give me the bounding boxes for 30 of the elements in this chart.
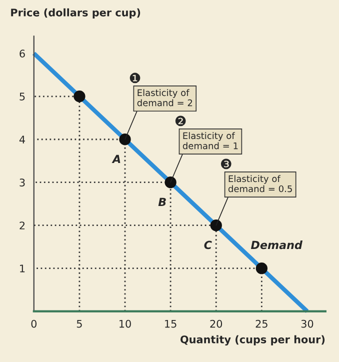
- annotation: A: [112, 154, 120, 164]
- x-tick-label: 15: [165, 320, 176, 328]
- x-tick-label: 5: [76, 320, 82, 328]
- annotation: ❸: [220, 158, 232, 170]
- annotation: Elasticity of demand = 0.5: [228, 175, 292, 192]
- annotation: ❶: [130, 72, 140, 84]
- x-tick-label: 0: [31, 320, 37, 328]
- point: [119, 134, 131, 146]
- y-tick-label: 6: [20, 50, 25, 58]
- annotation: ❷: [175, 116, 186, 126]
- point: [74, 90, 86, 102]
- x-tick-label: 30: [301, 320, 314, 328]
- annotation: C: [204, 240, 212, 250]
- x-tick-label: 25: [256, 320, 268, 328]
- annotation: Elasticity of demand = 2: [137, 89, 192, 106]
- point: [210, 220, 222, 232]
- y-tick-label: 3: [20, 178, 25, 186]
- y-tick-label: 2: [20, 222, 25, 230]
- y-tick-label: 1: [20, 264, 25, 272]
- point: [256, 262, 268, 274]
- x-tick-label: 10: [120, 320, 131, 328]
- y-tick-label: 4: [19, 136, 25, 144]
- annotation: B: [158, 198, 166, 206]
- point: [164, 176, 176, 188]
- x-axis-title: Quantity (cups per hour): [180, 335, 325, 346]
- y-axis-title: Price (dollars per cup): [11, 8, 140, 18]
- y-tick-label: 5: [20, 92, 25, 100]
- annotation: Elasticity of demand = 1: [182, 132, 238, 150]
- series-label: Demand: [250, 240, 303, 250]
- x-tick-label: 20: [210, 320, 222, 328]
